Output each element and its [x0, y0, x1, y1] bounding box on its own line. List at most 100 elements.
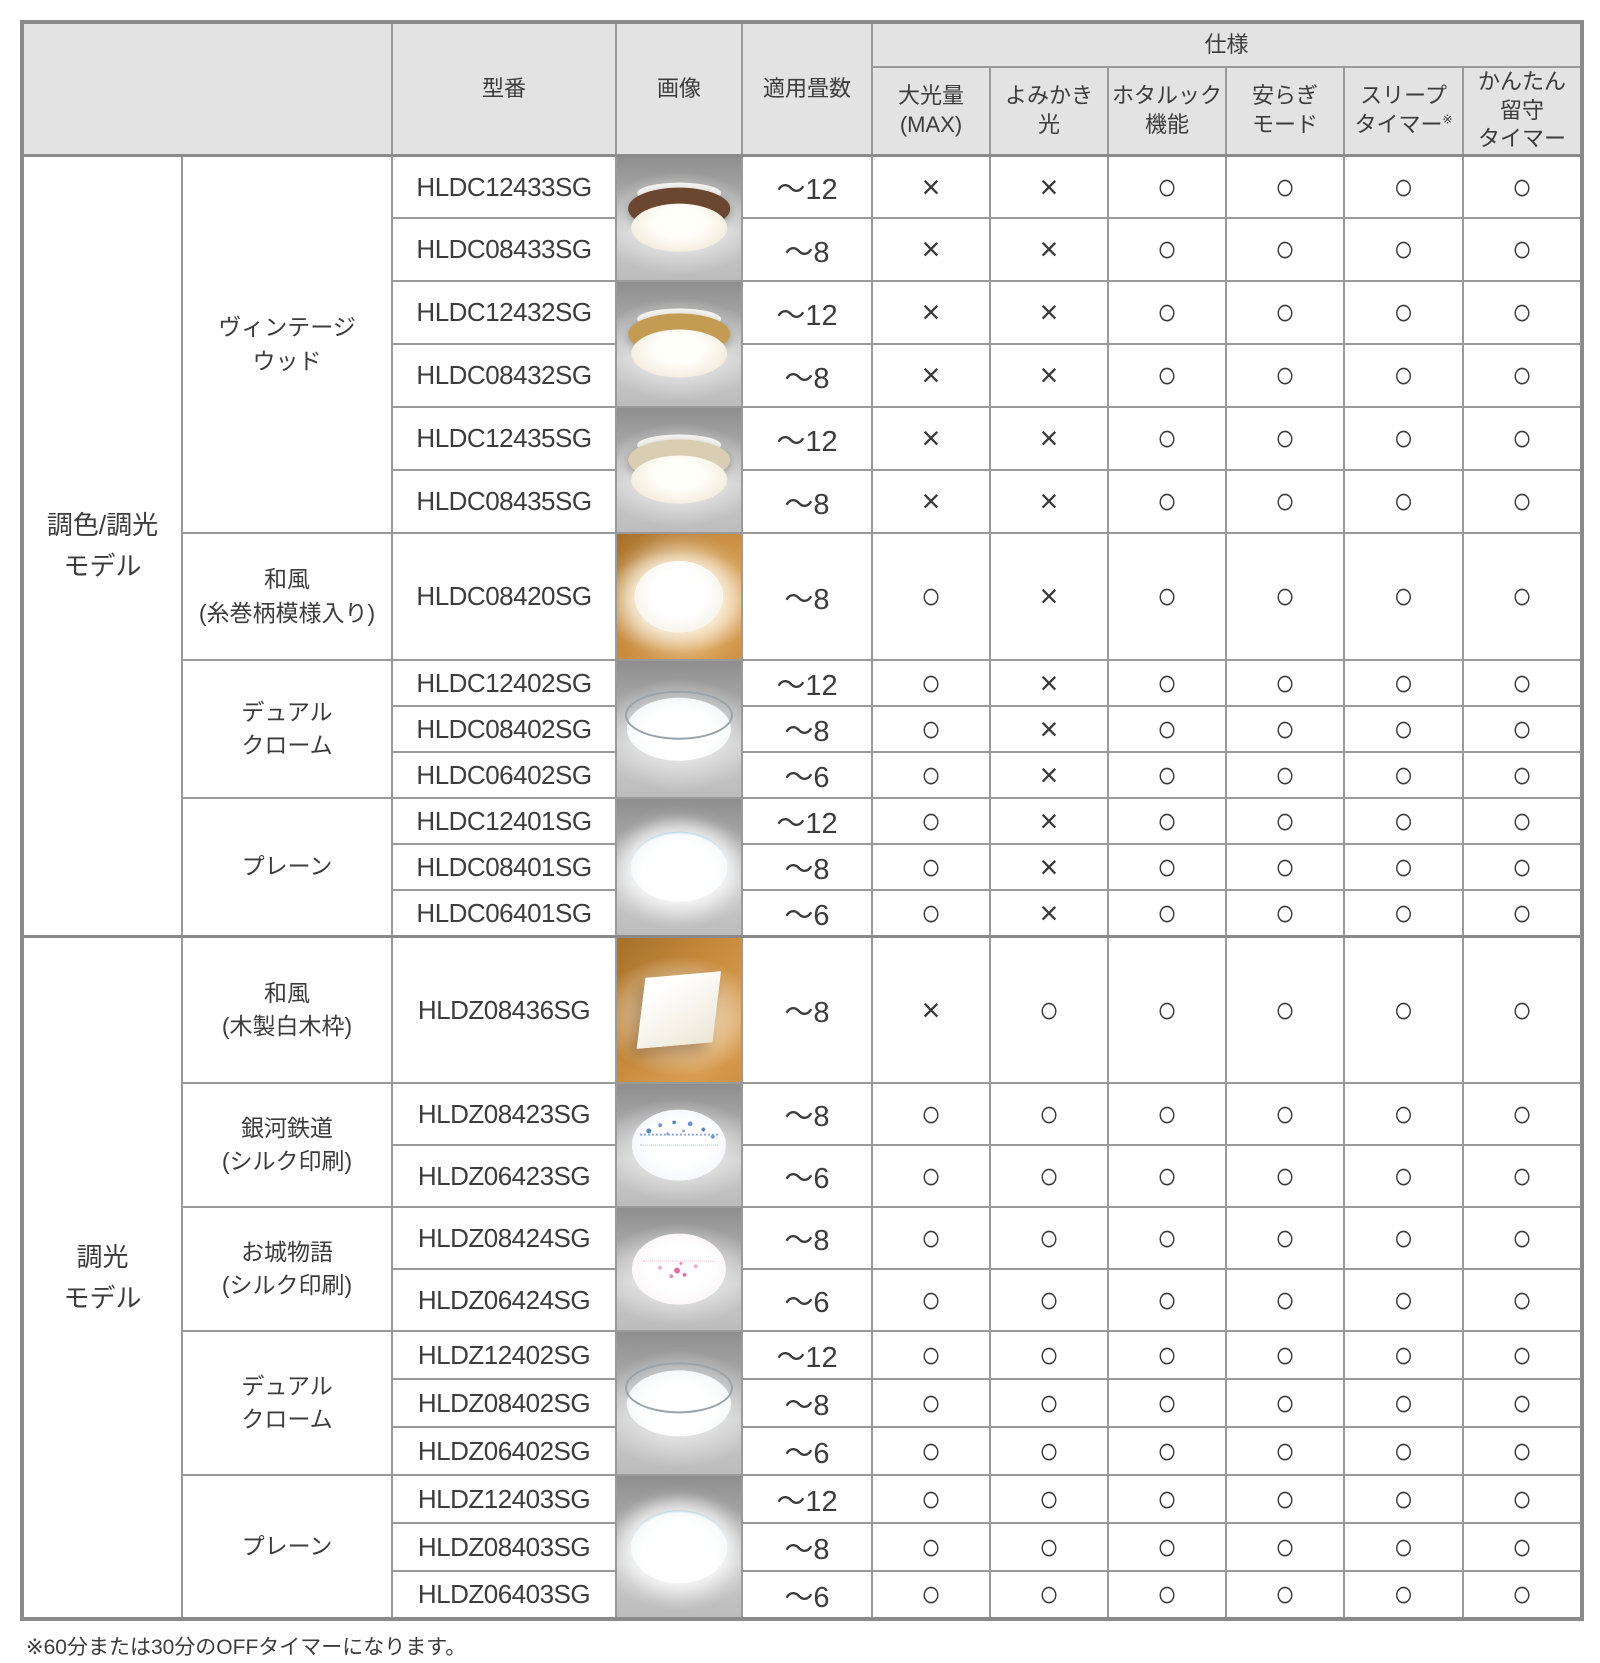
circle-mark-icon: ○ — [1038, 1154, 1060, 1198]
table-header: 型番 画像 適用畳数 仕様 大光量 (MAX) よみかき光ホタルック 機能 安らぎ モード… — [21, 20, 1584, 157]
circle-mark-icon: ○ — [1156, 707, 1178, 751]
spec-mark-cell: ○ — [1225, 1522, 1345, 1573]
spec-mark-cell: ○ — [1225, 1570, 1345, 1621]
circle-mark-icon: ○ — [920, 753, 942, 797]
tatami-size-cell: 〜12 — [741, 1330, 873, 1381]
circle-mark-icon: ○ — [1274, 165, 1296, 208]
spec-mark-cell: ○ — [871, 797, 991, 846]
spec-mark-cell: ○ — [871, 1378, 991, 1429]
spec-mark-cell: ○ — [1107, 934, 1227, 1085]
table-row: お城物語 (シルク印刷) HLDZ08424SG 〜8 ○ ○ ○ ○ ○ ○ — [22, 1206, 1584, 1333]
spec-mark-cell: ○ — [1343, 1570, 1464, 1621]
cross-mark-icon: × — [1039, 483, 1059, 520]
spec-mark-cell: ○ — [1107, 1144, 1227, 1209]
circle-mark-icon: ○ — [1038, 1333, 1060, 1377]
table-body: 調色/調光 モデル ヴィンテージ ウッド HLDC12433SG 〜12 × × ○ ○ ○ ○ HLD… — [21, 154, 1584, 1621]
circle-mark-icon: ○ — [920, 1278, 942, 1322]
header-spec-col-3: 安らぎ モード — [1225, 65, 1345, 157]
table-row: プレーン HLDZ12403SG 〜12 ○ ○ ○ ○ ○ ○ — [22, 1474, 1584, 1621]
circle-mark-icon: ○ — [1511, 661, 1533, 705]
circle-mark-icon: ○ — [1156, 891, 1178, 934]
circle-mark-icon: ○ — [1511, 1333, 1533, 1377]
spec-mark-cell: ○ — [1343, 406, 1464, 472]
spec-mark-cell: × — [871, 154, 991, 220]
spec-mark-cell: × — [989, 659, 1109, 708]
spec-mark-cell: ○ — [1225, 343, 1345, 409]
circle-mark-icon: ○ — [1038, 1572, 1060, 1616]
table-row: プレーン HLDC12401SG 〜12 ○ × ○ ○ ○ ○ — [22, 797, 1584, 938]
series-name-cell: 和風 (糸巻柄模様入り) — [181, 532, 393, 662]
spec-mark-cell: × — [989, 532, 1109, 662]
lamp-dome — [631, 1233, 727, 1305]
model-number-cell: HLDC08433SG — [391, 217, 617, 283]
cross-mark-icon: × — [1039, 231, 1059, 268]
circle-mark-icon: ○ — [1274, 479, 1296, 523]
ceiling-light-image — [618, 1333, 740, 1474]
circle-mark-icon: ○ — [920, 1381, 942, 1425]
tatami-size-cell: 〜8 — [741, 532, 873, 662]
spec-mark-cell: ○ — [871, 1426, 991, 1477]
ceiling-light-image — [618, 1477, 740, 1618]
image-cell — [615, 1082, 743, 1209]
circle-mark-icon: ○ — [1156, 1381, 1178, 1425]
table-row: 調色/調光 モデル ヴィンテージ ウッド HLDC12433SG 〜12 × × ○ ○ ○ ○ — [21, 154, 1584, 938]
circle-mark-icon: ○ — [1274, 988, 1296, 1031]
spec-mark-cell: ○ — [1461, 217, 1584, 283]
model-number-cell: HLDC08420SG — [391, 532, 617, 662]
circle-mark-icon: ○ — [1156, 1333, 1178, 1377]
spec-mark-cell: ○ — [989, 1426, 1109, 1477]
model-number-cell: HLDZ12403SG — [391, 1474, 617, 1525]
circle-mark-icon: ○ — [1511, 1154, 1533, 1198]
circle-mark-icon: ○ — [920, 1154, 942, 1198]
spec-mark-cell: ○ — [1225, 797, 1345, 846]
circle-mark-icon: ○ — [1038, 1429, 1060, 1473]
table-row: HLDC06402SG 〜6 ○ × ○ ○ ○ ○ — [22, 751, 1584, 800]
circle-mark-icon: ○ — [920, 707, 942, 751]
spec-mark-cell: ○ — [1461, 469, 1584, 535]
circle-mark-icon: ○ — [1274, 227, 1296, 271]
header-spec-col-2: ホタルック 機能 — [1107, 65, 1227, 157]
spec-mark-cell: × — [871, 406, 991, 472]
table-row: HLDZ08402SG 〜8 ○ ○ ○ ○ ○ ○ — [22, 1378, 1584, 1429]
spec-mark-cell: ○ — [1343, 532, 1464, 662]
spec-mark-cell: ○ — [871, 1570, 991, 1621]
spec-mark-cell: ○ — [1107, 280, 1227, 346]
model-number-cell: HLDZ08402SG — [391, 1378, 617, 1429]
circle-mark-icon: ○ — [1274, 799, 1296, 843]
cross-mark-icon: × — [1039, 357, 1059, 394]
circle-mark-icon: ○ — [1393, 416, 1414, 460]
circle-mark-icon: ○ — [1274, 1092, 1296, 1136]
circle-mark-icon: ○ — [1156, 353, 1178, 397]
image-cell — [615, 797, 743, 938]
circle-mark-icon: ○ — [920, 891, 942, 934]
tatami-size-cell: 〜8 — [741, 843, 873, 892]
series-name-cell: 銀河鉄道 (シルク印刷) — [181, 1082, 393, 1209]
spec-mark-cell: × — [989, 889, 1109, 938]
plain-ceiling-light — [630, 1510, 728, 1584]
table-row: HLDC12432SG 〜12 × × ○ ○ ○ ○ — [22, 280, 1584, 409]
circle-mark-icon: ○ — [1511, 1278, 1533, 1322]
cross-mark-icon: × — [921, 483, 941, 520]
tatami-size-cell: 〜12 — [741, 1474, 873, 1525]
model-number-cell: HLDC08435SG — [391, 469, 617, 535]
circle-mark-icon: ○ — [1393, 1216, 1414, 1260]
model-number-cell: HLDC12433SG — [391, 154, 617, 220]
ceiling-light-spec-table: 型番 画像 適用畳数 仕様 大光量 (MAX) よみかき光ホタルック 機能 安らぎ モード… — [20, 20, 1585, 1622]
spec-mark-cell: ○ — [989, 934, 1109, 1085]
tatami-size-cell: 〜6 — [741, 1570, 873, 1621]
circle-mark-icon: ○ — [1274, 1572, 1296, 1616]
image-cell — [615, 934, 743, 1085]
spec-mark-cell: ○ — [1461, 797, 1584, 846]
spec-mark-cell: ○ — [1225, 1378, 1345, 1429]
spec-mark-cell: ○ — [1461, 532, 1584, 662]
model-number-cell: HLDZ06424SG — [391, 1268, 617, 1333]
spec-mark-cell: ○ — [1225, 934, 1345, 1085]
spec-mark-cell: ○ — [1107, 1378, 1227, 1429]
lamp-chrome-ring — [624, 1362, 734, 1414]
circle-mark-icon: ○ — [1156, 1092, 1178, 1136]
table-row: HLDC12435SG 〜12 × × ○ ○ ○ ○ — [22, 406, 1584, 535]
circle-mark-icon: ○ — [1511, 1525, 1533, 1569]
circle-mark-icon: ○ — [1511, 1381, 1533, 1425]
spec-mark-cell: ○ — [1107, 751, 1227, 800]
spec-mark-cell: ○ — [1461, 1144, 1584, 1209]
